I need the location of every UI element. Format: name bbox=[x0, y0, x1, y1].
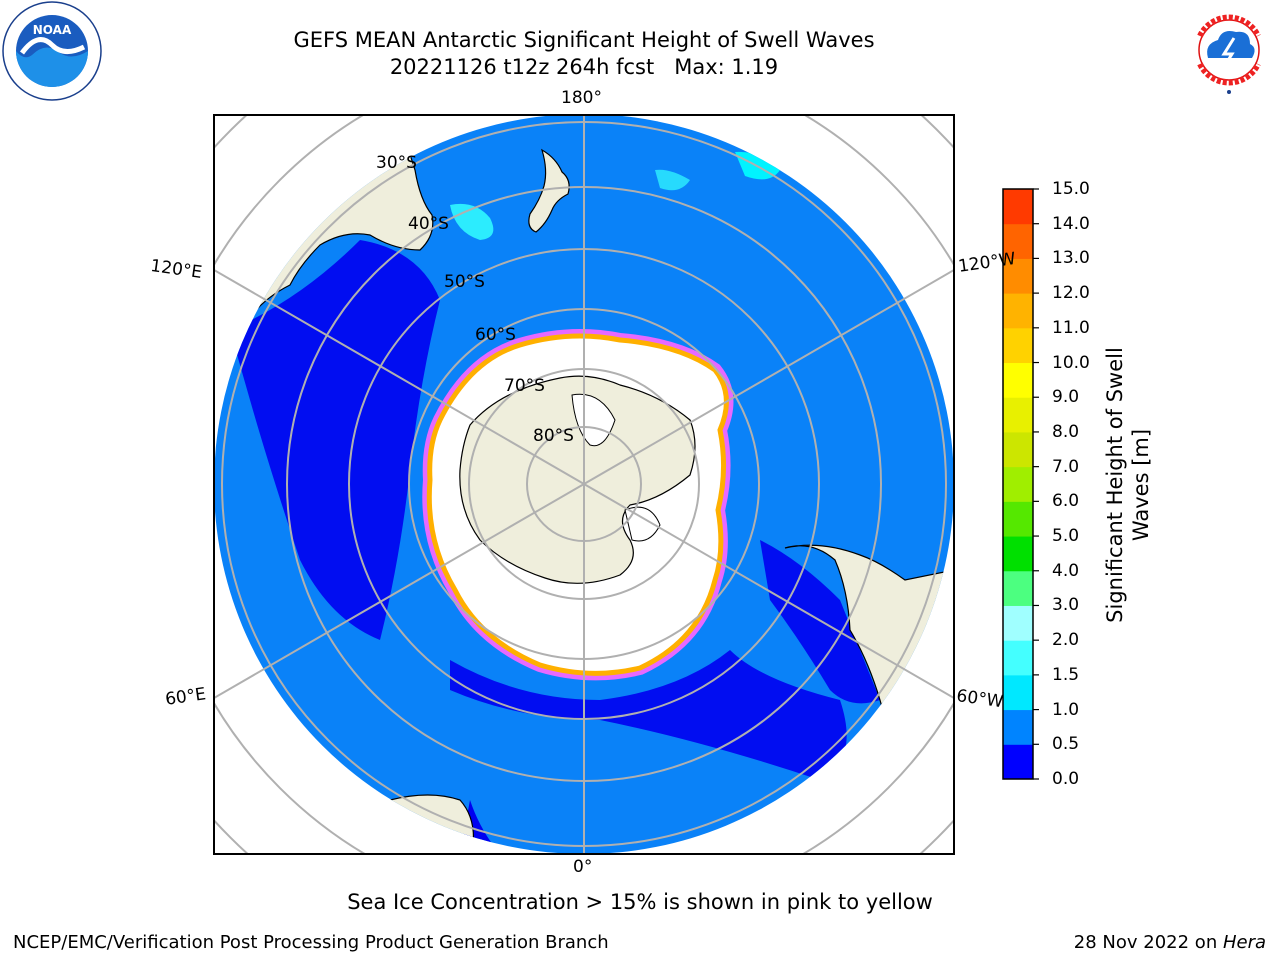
colorbar-label-line1: Significant Height of Swell bbox=[1103, 347, 1127, 623]
noaa-logo: NOAA bbox=[2, 1, 102, 101]
swell-patch bbox=[655, 169, 690, 191]
new-zealand-landmass bbox=[528, 148, 570, 233]
colorbar-block bbox=[1003, 223, 1033, 259]
colorbar-tick-label: 10.0 bbox=[1052, 352, 1090, 373]
footer-date-text: 28 Nov 2022 on bbox=[1073, 932, 1223, 953]
lat-label-50s: 50°S bbox=[444, 272, 485, 292]
colorbar-tick-label: 1.5 bbox=[1052, 664, 1080, 685]
lon-label-180: 180° bbox=[561, 88, 602, 108]
colorbar-block bbox=[1003, 744, 1033, 780]
map-subtitle: 20221126 t12z 264h fcst Max: 1.19 bbox=[389, 55, 779, 79]
colorbar-tick-label: 15.0 bbox=[1052, 179, 1090, 199]
footer-credit: NCEP/EMC/Verification Post Processing Pr… bbox=[13, 932, 609, 953]
colorbar-block bbox=[1003, 605, 1033, 641]
colorbar-tick-label: 14.0 bbox=[1052, 213, 1090, 234]
colorbar-tick-label: 6.0 bbox=[1052, 491, 1080, 512]
colorbar-tick-label: 8.0 bbox=[1052, 421, 1080, 442]
meridian-120e-60w bbox=[214, 269, 954, 699]
colorbar-tick-label: 2.0 bbox=[1052, 630, 1080, 651]
colorbar-block bbox=[1003, 189, 1033, 225]
colorbar-tick-label: 13.0 bbox=[1052, 248, 1090, 269]
footer-date: 28 Nov 2022 on Hera bbox=[1074, 932, 1266, 953]
lon-label-0: 0° bbox=[573, 857, 593, 877]
nws-logo bbox=[1181, 2, 1277, 98]
ross-ice-shelf bbox=[571, 393, 616, 447]
lat-label-30s: 30°S bbox=[376, 153, 417, 173]
colorbar-block bbox=[1003, 397, 1033, 433]
colorbar-tick-label: 0.5 bbox=[1052, 734, 1080, 755]
lat-label-70s: 70°S bbox=[504, 376, 545, 396]
colorbar-tick-label: 11.0 bbox=[1052, 317, 1090, 338]
colorbar-block bbox=[1003, 431, 1033, 468]
colorbar-block bbox=[1003, 570, 1033, 606]
weddell-ice-shelf bbox=[624, 506, 661, 542]
colorbar-label: Significant Height of Swell Waves [m] bbox=[1102, 285, 1154, 685]
colorbar-block bbox=[1003, 709, 1033, 745]
colorbar-tick-label: 0.0 bbox=[1052, 769, 1080, 789]
colorbar-block bbox=[1003, 466, 1033, 502]
colorbar-tick-label: 7.0 bbox=[1052, 456, 1080, 477]
map-title: GEFS MEAN Antarctic Significant Height o… bbox=[293, 28, 875, 52]
map-frame bbox=[213, 114, 955, 855]
colorbar-block bbox=[1003, 362, 1033, 398]
lat-label-80s: 80°S bbox=[533, 426, 574, 446]
colorbar-tick-label: 4.0 bbox=[1052, 560, 1080, 581]
lat-label-40s: 40°S bbox=[408, 214, 449, 234]
colorbar-label-line2: Waves [m] bbox=[1129, 428, 1153, 542]
colorbar-block bbox=[1003, 258, 1033, 294]
sea-ice-caption: Sea Ice Concentration > 15% is shown in … bbox=[347, 890, 933, 914]
colorbar-block bbox=[1003, 674, 1033, 711]
colorbar-block bbox=[1003, 501, 1033, 537]
colorbar-block bbox=[1003, 327, 1033, 364]
lat-label-60s: 60°S bbox=[475, 325, 516, 345]
calm-sea-patch bbox=[760, 540, 880, 704]
colorbar-tick-label: 1.0 bbox=[1052, 699, 1080, 720]
colorbar-frame bbox=[1002, 188, 1034, 780]
footer-host: Hera bbox=[1222, 932, 1266, 953]
colorbar-tick-label: 3.0 bbox=[1052, 595, 1080, 616]
calm-sea-patch bbox=[450, 650, 847, 780]
colorbar-tick-label: 12.0 bbox=[1052, 283, 1090, 304]
colorbar bbox=[1003, 189, 1033, 780]
colorbar-block bbox=[1003, 293, 1033, 329]
svg-text:NOAA: NOAA bbox=[33, 23, 72, 37]
colorbar-tick-label: 5.0 bbox=[1052, 526, 1080, 547]
calm-sea-patch bbox=[230, 240, 440, 640]
colorbar-block bbox=[1003, 640, 1033, 676]
colorbar-block bbox=[1003, 536, 1033, 572]
colorbar-tick-label: 9.0 bbox=[1052, 387, 1080, 408]
